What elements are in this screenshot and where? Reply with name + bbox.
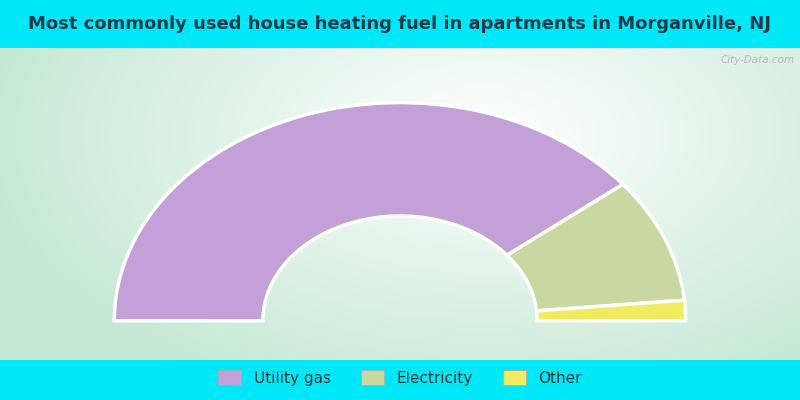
Text: Most commonly used house heating fuel in apartments in Morganville, NJ: Most commonly used house heating fuel in… bbox=[29, 15, 771, 33]
Legend: Utility gas, Electricity, Other: Utility gas, Electricity, Other bbox=[212, 364, 588, 392]
Wedge shape bbox=[114, 102, 623, 321]
Wedge shape bbox=[537, 300, 686, 321]
Wedge shape bbox=[507, 184, 685, 311]
Text: City-Data.com: City-Data.com bbox=[720, 54, 794, 64]
